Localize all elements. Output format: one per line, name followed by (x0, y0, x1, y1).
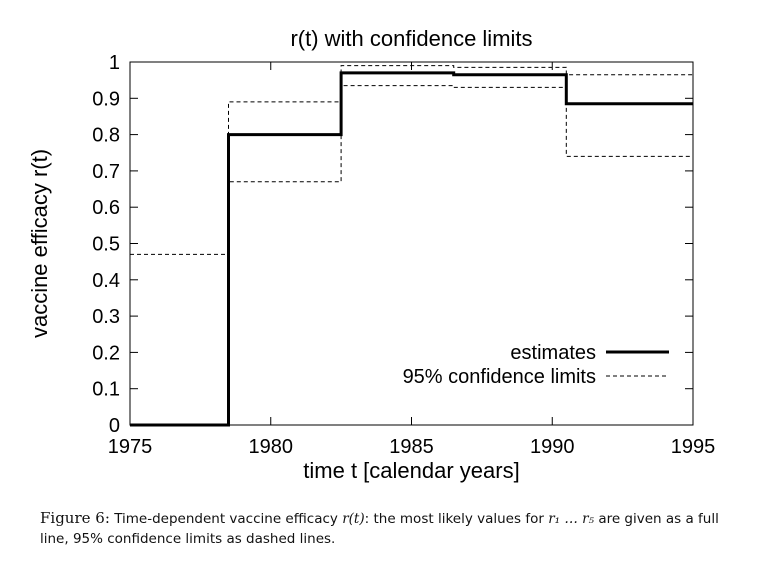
y-tick-label: 1 (109, 52, 120, 74)
x-axis-label: time t [calendar years] (303, 458, 519, 483)
y-tick-label: 0.9 (92, 88, 120, 110)
y-tick-label: 0.7 (92, 161, 120, 183)
y-tick-label: 0.8 (92, 125, 120, 147)
series-line-estimates (130, 71, 693, 427)
caption-text-3: are given as a full line, 95% confidence… (40, 511, 719, 547)
y-tick-label: 0.1 (92, 379, 120, 401)
y-tick-label: 0 (109, 415, 120, 437)
x-tick-label: 1980 (249, 436, 294, 458)
plot-frame (129, 61, 694, 426)
legend-label-estimates: estimates (510, 342, 596, 364)
chart-title: r(t) with confidence limits (290, 26, 532, 51)
caption-label: Figure 6: (40, 509, 110, 527)
x-tick-label: 1975 (108, 436, 153, 458)
y-tick-label: 0.4 (92, 270, 120, 292)
x-tick-label: 1990 (530, 436, 575, 458)
y-axis-label: vaccine efficacy r(t) (27, 149, 52, 338)
caption-math-range: r₁ … r₅ (548, 511, 595, 527)
caption-text-1: Time-dependent vaccine efficacy (114, 511, 338, 527)
y-tick-label: 0.3 (92, 306, 120, 328)
ticks-layer: 1975 1980 1985 1990 1995 0 0.1 0.2 0.3 0.4 0.5 0.6 0… (92, 52, 715, 458)
y-tick-label: 0.6 (92, 197, 120, 219)
y-tick-label: 0.5 (92, 234, 120, 256)
caption-math-rt: r(t) (342, 511, 365, 527)
legend-label-confidence: 95% confidence limits (403, 366, 596, 388)
legend: estimates 95% confidence limits (403, 342, 669, 388)
series-layer (130, 65, 693, 427)
x-tick-label: 1995 (671, 436, 716, 458)
caption-text-2: : the most likely values for (364, 511, 544, 527)
chart-figure: r(t) with confidence limits 1975 1980 1985… (27, 26, 715, 483)
series-line-upper-confidence (130, 65, 693, 255)
x-tick-label: 1985 (389, 436, 434, 458)
chart-svg: r(t) with confidence limits 1975 1980 1985… (27, 26, 715, 483)
figure-caption: Figure 6: Time-dependent vaccine efficac… (40, 508, 745, 549)
y-tick-label: 0.2 (92, 342, 120, 364)
